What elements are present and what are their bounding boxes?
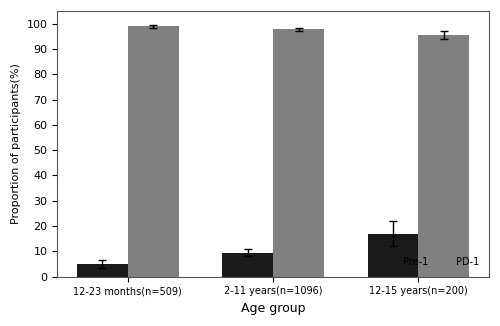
Bar [77, 264, 128, 277]
Bar [273, 29, 324, 277]
Bar [368, 234, 418, 277]
Y-axis label: Proportion of participants(%): Proportion of participants(%) [11, 64, 21, 224]
Bar [222, 253, 273, 277]
Bar [128, 26, 178, 277]
Legend: Pre-1, PD-1: Pre-1, PD-1 [379, 252, 484, 272]
Bar [418, 35, 470, 277]
X-axis label: Age group: Age group [241, 302, 306, 315]
